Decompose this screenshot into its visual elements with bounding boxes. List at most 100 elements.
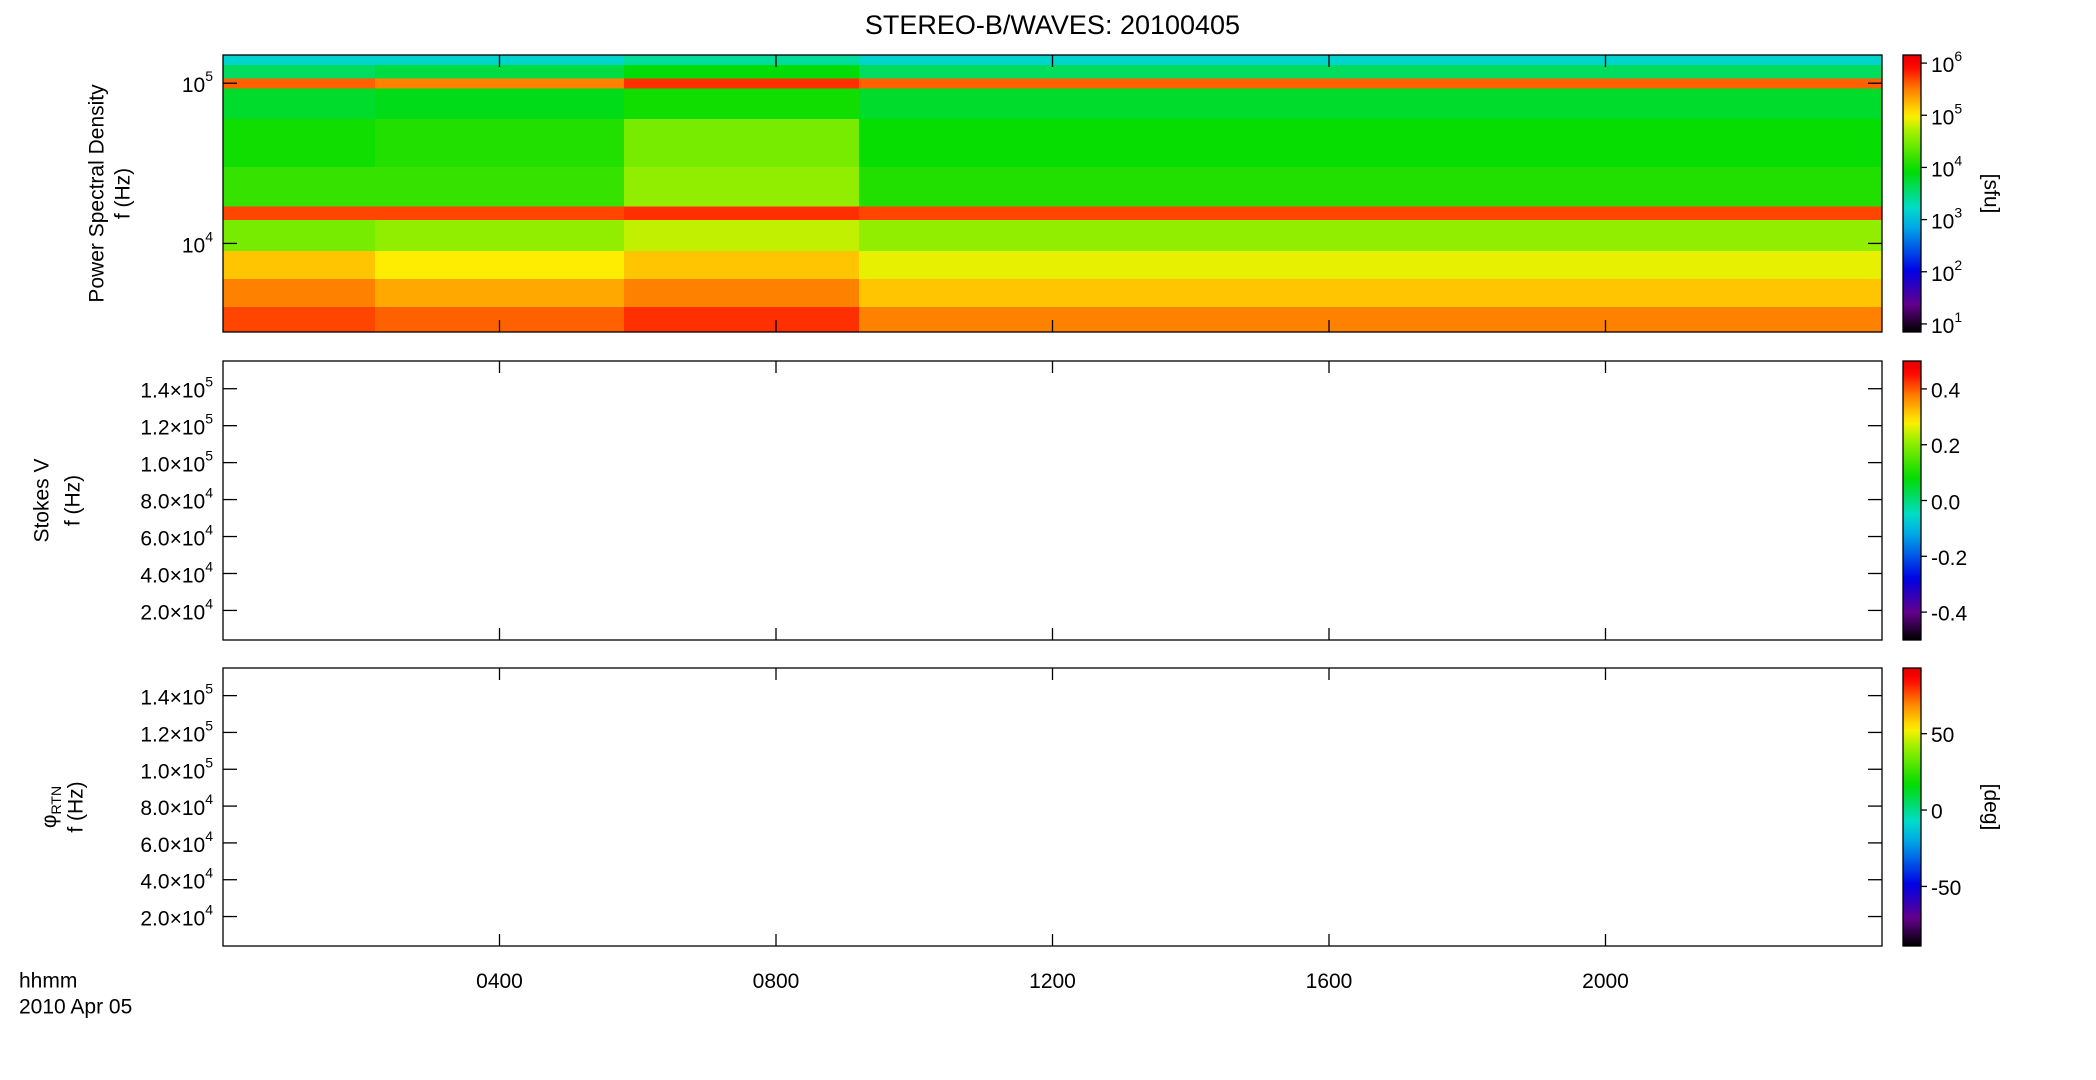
- y-tick-label-text: 6.0×10: [140, 527, 205, 550]
- colorbar-tick-label: 101: [1931, 309, 1962, 338]
- y-tick-label-exponent: 5: [205, 373, 213, 389]
- heatmap-cell: [858, 88, 1882, 119]
- heatmap-cell: [223, 220, 376, 251]
- heatmap-cell: [858, 118, 1882, 167]
- heatmap-cell: [858, 78, 1882, 89]
- x-tick-label: 1200: [1029, 970, 1076, 993]
- y-tick-label-exponent: 4: [205, 828, 213, 844]
- colorbar-tick-label: 102: [1931, 256, 1962, 285]
- y-tick-label-text: 10: [182, 74, 205, 97]
- heatmap-cell: [623, 166, 859, 207]
- colorbar-tick-label-exponent: 6: [1954, 48, 1962, 64]
- heatmap-cell: [223, 55, 376, 65]
- colorbar-tick-label: 105: [1931, 100, 1962, 129]
- y-axis-label: f (Hz): [62, 475, 85, 526]
- y-tick-label-text: 6.0×10: [140, 833, 205, 856]
- heatmap-cell: [858, 307, 1882, 332]
- x-tick-label-text: 1200: [1029, 970, 1076, 993]
- y-tick-label: 2.0×104: [140, 595, 213, 624]
- colorbar-label: [sfu]: [1979, 174, 2002, 214]
- heatmap-cell: [375, 220, 624, 251]
- colorbar-tick-label-exponent: 2: [1954, 256, 1962, 272]
- heatmap-cell: [858, 278, 1882, 308]
- y-tick-label: 6.0×104: [140, 828, 213, 857]
- heatmap-cell: [858, 64, 1882, 79]
- colorbar-tick-label: 106: [1931, 48, 1962, 77]
- y-tick-label: 1.4×105: [140, 373, 213, 402]
- y-tick-label: 4.0×104: [140, 558, 213, 587]
- y-tick-label-text: 2.0×10: [140, 601, 205, 624]
- y-tick-label-exponent: 5: [205, 410, 213, 426]
- colorbar-tick-label-exponent: 5: [1954, 100, 1962, 116]
- colorbar-tick-label: 0: [1931, 801, 1943, 824]
- y-tick-label: 104: [182, 228, 213, 257]
- x-tick-label: 2000: [1582, 970, 1629, 993]
- colorbar-tick-label-text: 0.0: [1931, 491, 1960, 514]
- plot-frame: [222, 360, 1883, 641]
- y-tick-label-exponent: 4: [205, 484, 213, 500]
- y-tick-label-text: 1.4×10: [140, 379, 205, 402]
- y-tick-label: 4.0×104: [140, 864, 213, 893]
- x-tick-label-text: 0400: [476, 970, 523, 993]
- heatmap-cell: [375, 78, 624, 89]
- heatmap-cell: [223, 307, 376, 332]
- heatmap-cell: [858, 206, 1882, 221]
- heatmap-cell: [623, 220, 859, 251]
- heatmap-cell: [858, 55, 1882, 65]
- y-tick-label-text: 10: [182, 234, 205, 257]
- colorbar-tick-label-text: 10: [1931, 314, 1954, 337]
- heatmap-cell: [623, 278, 859, 308]
- y-tick-label-exponent: 4: [205, 901, 213, 917]
- colorbar-tick-label: 0.4: [1931, 379, 1961, 402]
- heatmap-cell: [858, 220, 1882, 251]
- y-axis-label: φRTN: [38, 786, 64, 828]
- heatmap-cell: [623, 250, 859, 279]
- y-tick-label-text: 2.0×10: [140, 907, 205, 930]
- heatmap-cell: [623, 78, 859, 89]
- colorbar: [1902, 360, 1922, 641]
- x-tick-label: 0800: [753, 970, 800, 993]
- heatmap-cell: [223, 78, 376, 89]
- heatmap-cell: [223, 166, 376, 207]
- heatmap-cell: [375, 206, 624, 221]
- y-tick-label-exponent: 4: [205, 558, 213, 574]
- colorbar-tick-label: 104: [1931, 152, 1962, 181]
- heatmap-cell: [623, 307, 859, 332]
- heatmap-cell: [858, 166, 1882, 207]
- heatmap-cell: [623, 118, 859, 167]
- y-tick-label: 2.0×104: [140, 901, 213, 930]
- y-tick-label: 8.0×104: [140, 484, 213, 513]
- heatmap-cell: [223, 118, 376, 167]
- y-axis-label-subscript: RTN: [48, 786, 64, 815]
- y-tick-label: 6.0×104: [140, 521, 213, 550]
- y-tick-label-text: 1.4×10: [140, 686, 205, 709]
- colorbar-tick-label: 0.0: [1931, 491, 1960, 514]
- colorbar-tick-label-text: 10: [1931, 106, 1954, 129]
- colorbar-tick-label-text: 10: [1931, 158, 1954, 181]
- y-tick-label-text: 1.0×10: [140, 760, 205, 783]
- colorbar: [1902, 54, 1922, 333]
- heatmap-cell: [858, 250, 1882, 279]
- heatmap-cell: [223, 278, 376, 308]
- y-tick-label: 105: [182, 68, 213, 97]
- y-tick-label-text: 1.0×10: [140, 453, 205, 476]
- heatmap-cell: [223, 206, 376, 221]
- colorbar-tick-label-text: 10: [1931, 54, 1954, 77]
- heatmap-cell: [375, 64, 624, 79]
- colorbar-tick-label: -50: [1931, 877, 1961, 900]
- heatmap-cell: [375, 278, 624, 308]
- heatmap-cell: [623, 206, 859, 221]
- heatmap-cell: [223, 64, 376, 79]
- y-axis-label: f (Hz): [112, 168, 135, 219]
- colorbar-tick-label-text: 10: [1931, 262, 1954, 285]
- colorbar-tick-label-exponent: 1: [1954, 309, 1962, 325]
- y-axis-label: Stokes V: [31, 458, 54, 542]
- colorbar-tick-label: -0.4: [1931, 603, 1968, 626]
- y-tick-label-exponent: 4: [205, 228, 213, 244]
- y-tick-label-exponent: 5: [205, 680, 213, 696]
- y-tick-label: 1.4×105: [140, 680, 213, 709]
- y-tick-label: 8.0×104: [140, 791, 213, 820]
- x-axis-label: hhmm: [19, 970, 77, 993]
- x-tick-label-text: 1600: [1306, 970, 1353, 993]
- y-tick-label-text: 1.2×10: [140, 723, 205, 746]
